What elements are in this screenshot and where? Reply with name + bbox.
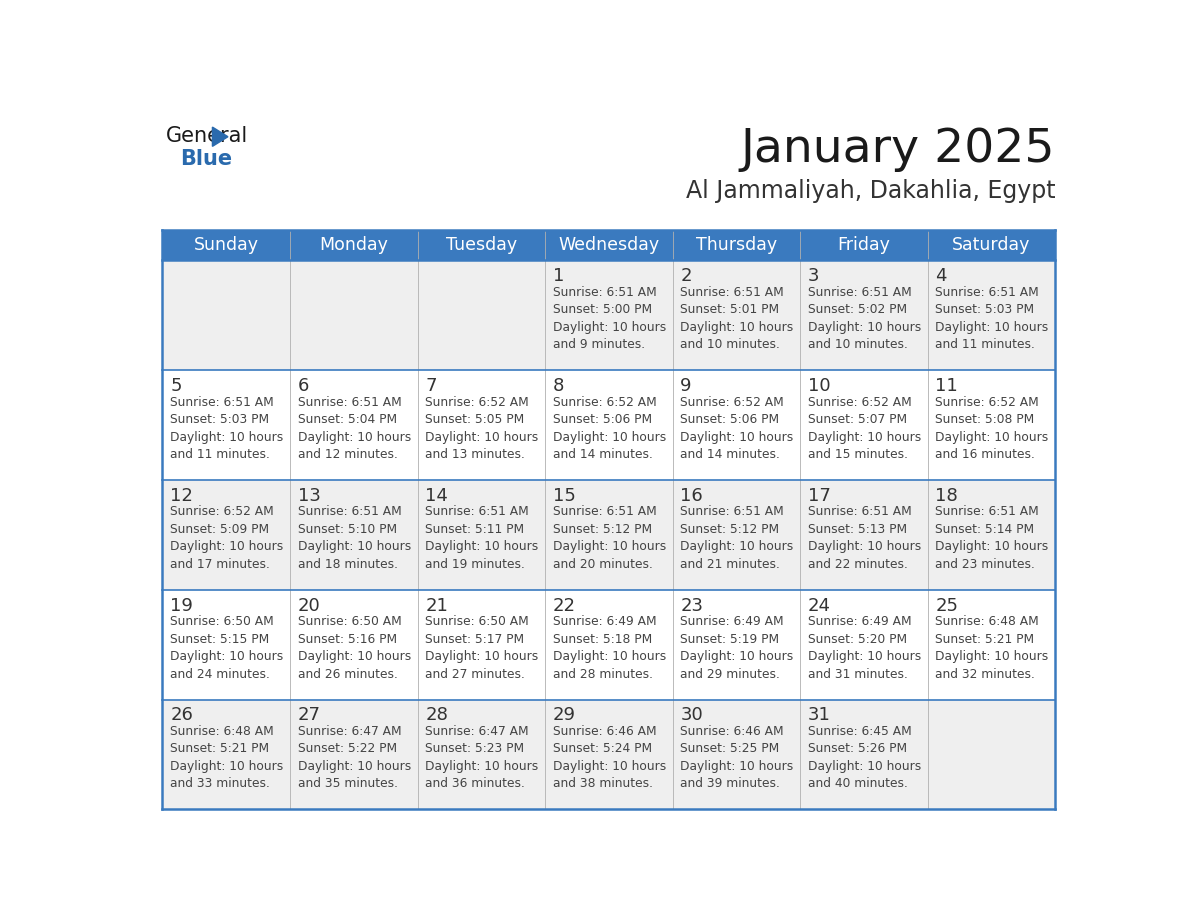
Text: 6: 6 [298, 377, 309, 395]
Text: 3: 3 [808, 267, 820, 285]
Text: Sunrise: 6:51 AM
Sunset: 5:03 PM
Daylight: 10 hours
and 11 minutes.: Sunrise: 6:51 AM Sunset: 5:03 PM Dayligh… [170, 396, 284, 461]
Bar [163, 480, 1055, 589]
Text: 15: 15 [552, 487, 576, 505]
Text: 7: 7 [425, 377, 437, 395]
Text: 19: 19 [170, 597, 194, 615]
Text: 17: 17 [808, 487, 830, 505]
Text: Sunrise: 6:48 AM
Sunset: 5:21 PM
Daylight: 10 hours
and 33 minutes.: Sunrise: 6:48 AM Sunset: 5:21 PM Dayligh… [170, 725, 284, 790]
Text: Sunrise: 6:51 AM
Sunset: 5:14 PM
Daylight: 10 hours
and 23 minutes.: Sunrise: 6:51 AM Sunset: 5:14 PM Dayligh… [935, 505, 1049, 571]
Text: Friday: Friday [838, 236, 890, 254]
Text: 25: 25 [935, 597, 959, 615]
Text: Sunrise: 6:52 AM
Sunset: 5:09 PM
Daylight: 10 hours
and 17 minutes.: Sunrise: 6:52 AM Sunset: 5:09 PM Dayligh… [170, 505, 284, 571]
Text: 8: 8 [552, 377, 564, 395]
Text: Sunrise: 6:46 AM
Sunset: 5:25 PM
Daylight: 10 hours
and 39 minutes.: Sunrise: 6:46 AM Sunset: 5:25 PM Dayligh… [681, 725, 794, 790]
Text: Sunrise: 6:51 AM
Sunset: 5:13 PM
Daylight: 10 hours
and 22 minutes.: Sunrise: 6:51 AM Sunset: 5:13 PM Dayligh… [808, 505, 921, 571]
Bar [163, 230, 1055, 261]
Text: Sunrise: 6:47 AM
Sunset: 5:22 PM
Daylight: 10 hours
and 35 minutes.: Sunrise: 6:47 AM Sunset: 5:22 PM Dayligh… [298, 725, 411, 790]
Text: Sunrise: 6:49 AM
Sunset: 5:18 PM
Daylight: 10 hours
and 28 minutes.: Sunrise: 6:49 AM Sunset: 5:18 PM Dayligh… [552, 615, 666, 680]
Text: Tuesday: Tuesday [446, 236, 517, 254]
Text: Sunrise: 6:51 AM
Sunset: 5:12 PM
Daylight: 10 hours
and 21 minutes.: Sunrise: 6:51 AM Sunset: 5:12 PM Dayligh… [681, 505, 794, 571]
Text: Sunrise: 6:52 AM
Sunset: 5:07 PM
Daylight: 10 hours
and 15 minutes.: Sunrise: 6:52 AM Sunset: 5:07 PM Dayligh… [808, 396, 921, 461]
Text: Sunrise: 6:52 AM
Sunset: 5:08 PM
Daylight: 10 hours
and 16 minutes.: Sunrise: 6:52 AM Sunset: 5:08 PM Dayligh… [935, 396, 1049, 461]
Text: Sunrise: 6:51 AM
Sunset: 5:04 PM
Daylight: 10 hours
and 12 minutes.: Sunrise: 6:51 AM Sunset: 5:04 PM Dayligh… [298, 396, 411, 461]
Text: January 2025: January 2025 [741, 127, 1055, 172]
Text: 16: 16 [681, 487, 703, 505]
Text: 31: 31 [808, 707, 830, 724]
Text: Sunrise: 6:45 AM
Sunset: 5:26 PM
Daylight: 10 hours
and 40 minutes.: Sunrise: 6:45 AM Sunset: 5:26 PM Dayligh… [808, 725, 921, 790]
Bar [163, 370, 1055, 480]
Text: 22: 22 [552, 597, 576, 615]
Text: Saturday: Saturday [953, 236, 1031, 254]
Text: Wednesday: Wednesday [558, 236, 659, 254]
Bar [163, 261, 1055, 370]
Text: 13: 13 [298, 487, 321, 505]
Text: Sunrise: 6:46 AM
Sunset: 5:24 PM
Daylight: 10 hours
and 38 minutes.: Sunrise: 6:46 AM Sunset: 5:24 PM Dayligh… [552, 725, 666, 790]
Text: Sunrise: 6:50 AM
Sunset: 5:16 PM
Daylight: 10 hours
and 26 minutes.: Sunrise: 6:50 AM Sunset: 5:16 PM Dayligh… [298, 615, 411, 680]
Text: 11: 11 [935, 377, 959, 395]
Text: Sunrise: 6:51 AM
Sunset: 5:01 PM
Daylight: 10 hours
and 10 minutes.: Sunrise: 6:51 AM Sunset: 5:01 PM Dayligh… [681, 285, 794, 352]
Text: Thursday: Thursday [696, 236, 777, 254]
Text: 4: 4 [935, 267, 947, 285]
Text: Sunrise: 6:47 AM
Sunset: 5:23 PM
Daylight: 10 hours
and 36 minutes.: Sunrise: 6:47 AM Sunset: 5:23 PM Dayligh… [425, 725, 538, 790]
Text: Sunrise: 6:49 AM
Sunset: 5:19 PM
Daylight: 10 hours
and 29 minutes.: Sunrise: 6:49 AM Sunset: 5:19 PM Dayligh… [681, 615, 794, 680]
Text: 12: 12 [170, 487, 194, 505]
Text: Sunrise: 6:50 AM
Sunset: 5:15 PM
Daylight: 10 hours
and 24 minutes.: Sunrise: 6:50 AM Sunset: 5:15 PM Dayligh… [170, 615, 284, 680]
Text: Blue: Blue [181, 149, 233, 169]
Text: 1: 1 [552, 267, 564, 285]
Text: Al Jammaliyah, Dakahlia, Egypt: Al Jammaliyah, Dakahlia, Egypt [685, 179, 1055, 204]
Text: 29: 29 [552, 707, 576, 724]
Text: Sunrise: 6:52 AM
Sunset: 5:06 PM
Daylight: 10 hours
and 14 minutes.: Sunrise: 6:52 AM Sunset: 5:06 PM Dayligh… [681, 396, 794, 461]
Text: Sunrise: 6:51 AM
Sunset: 5:12 PM
Daylight: 10 hours
and 20 minutes.: Sunrise: 6:51 AM Sunset: 5:12 PM Dayligh… [552, 505, 666, 571]
Text: 2: 2 [681, 267, 691, 285]
Text: Sunrise: 6:51 AM
Sunset: 5:11 PM
Daylight: 10 hours
and 19 minutes.: Sunrise: 6:51 AM Sunset: 5:11 PM Dayligh… [425, 505, 538, 571]
Text: 27: 27 [298, 707, 321, 724]
Text: Sunday: Sunday [194, 236, 259, 254]
Text: 14: 14 [425, 487, 448, 505]
Text: Sunrise: 6:51 AM
Sunset: 5:00 PM
Daylight: 10 hours
and 9 minutes.: Sunrise: 6:51 AM Sunset: 5:00 PM Dayligh… [552, 285, 666, 352]
Bar [163, 700, 1055, 810]
Text: 30: 30 [681, 707, 703, 724]
Text: 23: 23 [681, 597, 703, 615]
Text: 18: 18 [935, 487, 959, 505]
Polygon shape [213, 127, 228, 146]
Text: 9: 9 [681, 377, 691, 395]
Text: 5: 5 [170, 377, 182, 395]
Text: Sunrise: 6:50 AM
Sunset: 5:17 PM
Daylight: 10 hours
and 27 minutes.: Sunrise: 6:50 AM Sunset: 5:17 PM Dayligh… [425, 615, 538, 680]
Text: 10: 10 [808, 377, 830, 395]
Text: 26: 26 [170, 707, 194, 724]
Text: Sunrise: 6:52 AM
Sunset: 5:05 PM
Daylight: 10 hours
and 13 minutes.: Sunrise: 6:52 AM Sunset: 5:05 PM Dayligh… [425, 396, 538, 461]
Text: Sunrise: 6:51 AM
Sunset: 5:10 PM
Daylight: 10 hours
and 18 minutes.: Sunrise: 6:51 AM Sunset: 5:10 PM Dayligh… [298, 505, 411, 571]
Text: 20: 20 [298, 597, 321, 615]
Text: 24: 24 [808, 597, 830, 615]
Text: Sunrise: 6:52 AM
Sunset: 5:06 PM
Daylight: 10 hours
and 14 minutes.: Sunrise: 6:52 AM Sunset: 5:06 PM Dayligh… [552, 396, 666, 461]
Text: Monday: Monday [320, 236, 388, 254]
Text: Sunrise: 6:51 AM
Sunset: 5:03 PM
Daylight: 10 hours
and 11 minutes.: Sunrise: 6:51 AM Sunset: 5:03 PM Dayligh… [935, 285, 1049, 352]
Bar [163, 589, 1055, 700]
Text: 28: 28 [425, 707, 448, 724]
Text: Sunrise: 6:48 AM
Sunset: 5:21 PM
Daylight: 10 hours
and 32 minutes.: Sunrise: 6:48 AM Sunset: 5:21 PM Dayligh… [935, 615, 1049, 680]
Text: Sunrise: 6:51 AM
Sunset: 5:02 PM
Daylight: 10 hours
and 10 minutes.: Sunrise: 6:51 AM Sunset: 5:02 PM Dayligh… [808, 285, 921, 352]
Text: Sunrise: 6:49 AM
Sunset: 5:20 PM
Daylight: 10 hours
and 31 minutes.: Sunrise: 6:49 AM Sunset: 5:20 PM Dayligh… [808, 615, 921, 680]
Text: 21: 21 [425, 597, 448, 615]
Text: General: General [166, 126, 248, 146]
